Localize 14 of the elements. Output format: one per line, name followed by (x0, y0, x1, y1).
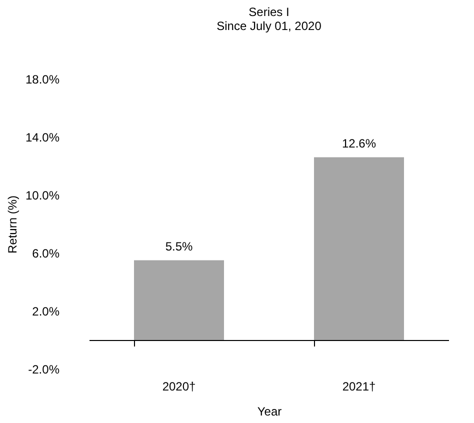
y-tick-label: 14.0% (25, 130, 60, 144)
chart-subtitle: Since July 01, 2020 (216, 19, 322, 33)
y-tick-label: -2.0% (28, 362, 60, 376)
x-tick-label: 2021† (342, 380, 376, 394)
data-label: 5.5% (165, 239, 193, 254)
y-tick-label: 18.0% (25, 72, 60, 86)
y-axis-title: Return (%) (5, 195, 20, 254)
x-axis-title: Year (257, 404, 282, 418)
data-label: 12.6% (342, 136, 376, 150)
y-tick-label: 10.0% (25, 188, 60, 202)
chart-title: Series I (248, 5, 290, 19)
y-tick-label: 6.0% (32, 246, 60, 260)
x-tick-label: 2020† (162, 380, 196, 394)
y-tick-label: 2.0% (32, 304, 60, 318)
